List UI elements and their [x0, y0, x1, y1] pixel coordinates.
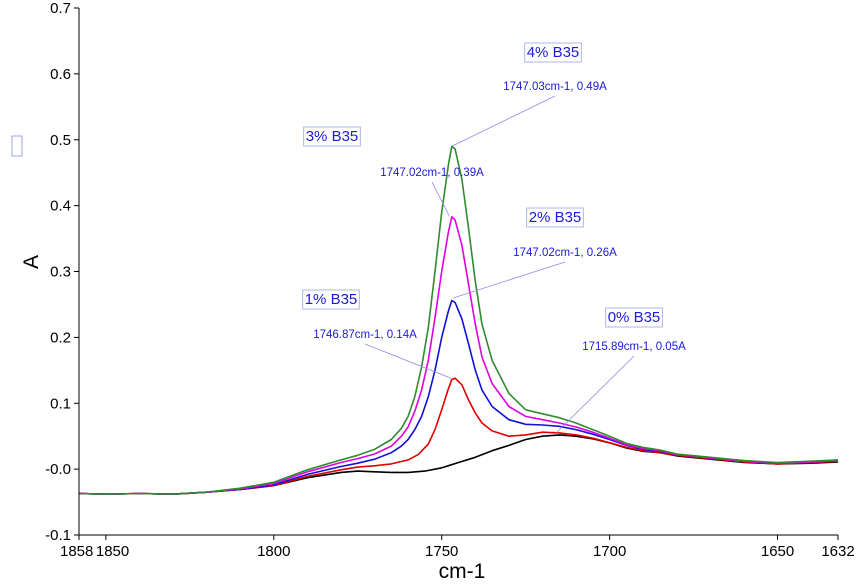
- x-tick-label: 1650: [761, 543, 794, 560]
- y-tick-label: 0.1: [50, 395, 71, 412]
- series-line-2: [78, 299, 839, 496]
- y-tick-label: 0.3: [50, 264, 71, 281]
- x-tick-label: 1850: [96, 543, 129, 560]
- x-axis-title: cm-1: [439, 560, 486, 583]
- annotation-name-1: 3% B35: [306, 128, 359, 145]
- series-line-0: [78, 434, 839, 496]
- x-tick-label: 1632: [821, 543, 854, 560]
- annotation-box-1: [303, 126, 361, 147]
- y-axis-title: A: [20, 255, 43, 269]
- series-line-1: [78, 377, 839, 496]
- annotation-detail-0: 1747.03cm-1, 0.49A: [503, 81, 607, 93]
- x-tick-label: 1858: [60, 543, 93, 560]
- annotation-name-3: 1% B35: [305, 291, 358, 308]
- annotation-detail-3: 1746.87cm-1, 0.14A: [313, 329, 417, 341]
- annotation-box-0: [524, 42, 582, 63]
- series-line-4: [78, 145, 839, 496]
- y-tick-label: 0.5: [50, 132, 71, 149]
- y-tick-label: 0.7: [50, 0, 71, 17]
- y-tick-label: -0.0: [45, 461, 71, 478]
- x-tick-label: 1750: [425, 543, 458, 560]
- annotation-name-0: 4% B35: [527, 44, 580, 61]
- annotation-leader-1: [431, 181, 450, 216]
- x-tick-label: 1800: [257, 543, 290, 560]
- annotation-detail-1: 1747.02cm-1, 0.39A: [380, 167, 484, 179]
- series-line-3: [78, 216, 839, 496]
- annotation-leader-0: [451, 95, 556, 147]
- annotation-detail-2: 1747.02cm-1, 0.26A: [513, 247, 617, 259]
- y-tick-label: 0.4: [50, 198, 71, 215]
- annotation-box-2: [526, 207, 584, 228]
- annotation-name-4: 0% B35: [608, 309, 661, 326]
- annotation-leader-2: [453, 261, 566, 299]
- y-tick-label: -0.1: [45, 527, 71, 544]
- y-tick-label: 0.2: [50, 329, 71, 346]
- annotation-leader-3: [364, 343, 452, 379]
- annotation-detail-4: 1715.89cm-1, 0.05A: [582, 341, 686, 353]
- legend-marker: [11, 135, 23, 157]
- annotation-name-2: 2% B35: [529, 209, 582, 226]
- x-tick-label: 1700: [593, 543, 626, 560]
- y-tick-label: 0.6: [50, 66, 71, 83]
- annotation-box-3: [302, 289, 360, 310]
- annotation-box-4: [605, 307, 663, 328]
- annotation-leader-4: [555, 355, 635, 434]
